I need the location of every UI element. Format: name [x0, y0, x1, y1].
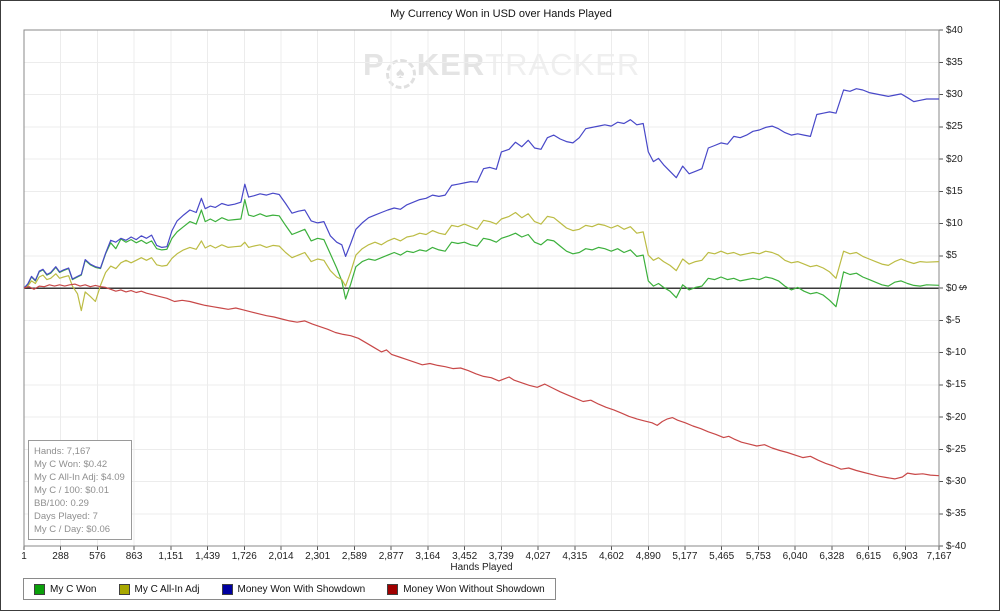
x-tick-label: 1 — [21, 551, 27, 562]
x-tick-label: 2,589 — [341, 551, 367, 562]
legend-label: Money Won Without Showdown — [403, 583, 545, 595]
legend-swatch-icon — [387, 583, 399, 595]
series-line-my-c-all-in-adj — [23, 211, 940, 312]
series-line-my-c-won — [23, 199, 940, 308]
x-tick-label: 4,602 — [598, 551, 624, 562]
x-tick-label: 576 — [89, 551, 106, 562]
y-tick-label: $5 — [946, 250, 958, 262]
x-tick-label: 863 — [125, 551, 143, 562]
y-tick-label: $-40 — [946, 540, 967, 552]
y-tick-label: $-20 — [946, 411, 967, 423]
y-tick-label: $-30 — [946, 476, 967, 487]
x-tick-label: 6,328 — [819, 551, 845, 562]
x-tick-label: 1,439 — [195, 551, 221, 562]
y-tick-label: $40 — [946, 24, 963, 36]
stats-line: Hands: 7,167 — [34, 446, 91, 457]
y-tick-label: $-10 — [946, 347, 967, 358]
x-tick-label: 4,027 — [525, 551, 551, 562]
y-tick-label: $20 — [946, 153, 963, 165]
stats-line: My C All-In Adj: $4.09 — [34, 472, 125, 483]
x-tick-label: 1,726 — [231, 551, 257, 562]
legend-label: My C All-In Adj — [134, 583, 200, 595]
legend-label: My C Won — [50, 583, 97, 595]
x-tick-label: 5,465 — [709, 551, 735, 562]
x-tick-label: 3,452 — [452, 551, 478, 562]
y-tick-label: $25 — [946, 121, 963, 133]
x-tick-label: 288 — [52, 551, 69, 562]
watermark-text-tracker: TRACKER — [485, 47, 641, 82]
legend-item-money-won-with-showdown: Money Won With Showdown — [221, 583, 366, 595]
series-line-money-won-without-showdown — [23, 283, 940, 480]
x-tick-label: 2,877 — [378, 551, 404, 562]
x-tick-label: 2,014 — [268, 551, 294, 562]
stats-line: Days Played: 7 — [34, 511, 98, 522]
y-tick-label: $-15 — [946, 379, 967, 391]
x-tick-label: 1,151 — [158, 551, 184, 562]
x-tick-label: 2,301 — [305, 551, 331, 562]
y-tick-label: $-5 — [946, 314, 961, 326]
legend-item-my-c-all-in-adj: My C All-In Adj — [118, 583, 200, 595]
y-tick-label: $10 — [946, 218, 963, 229]
x-tick-label: 7,167 — [926, 551, 952, 562]
legend-swatch-icon — [118, 583, 130, 595]
chart-title: My Currency Won in USD over Hands Played — [390, 8, 612, 20]
legend-swatch-icon — [221, 583, 233, 595]
x-tick-label: 6,615 — [856, 551, 882, 562]
x-tick-label: 3,164 — [415, 551, 441, 562]
stats-line: My C / Day: $0.06 — [34, 524, 111, 535]
session-stats-box: Hands: 7,167 My C Won: $0.42 My C All-In A… — [28, 440, 132, 540]
x-tick-label: 6,903 — [892, 551, 918, 562]
poker-chip-icon: ♠ — [385, 59, 416, 89]
stats-line: BB/100: 0.29 — [34, 498, 89, 509]
x-axis-title: Hands Played — [450, 562, 513, 573]
y-tick-label: $30 — [946, 89, 963, 100]
legend-item-money-won-without-showdown: Money Won Without Showdown — [387, 583, 545, 595]
y-tick-label: $-25 — [946, 443, 967, 455]
y-tick-label: $35 — [946, 56, 963, 68]
watermark-text-p: P — [363, 47, 385, 82]
legend-label: Money Won With Showdown — [237, 583, 366, 595]
series-line-money-won-with-showdown — [23, 88, 939, 289]
x-tick-label: 6,040 — [782, 551, 808, 562]
y-tick-label: $-35 — [946, 508, 967, 520]
stats-line: My C Won: $0.42 — [34, 459, 108, 470]
legend: My C Won My C All-In Adj Money Won With Sh… — [23, 578, 556, 600]
x-tick-label: 3,739 — [488, 551, 514, 562]
y-tick-label: $15 — [946, 185, 963, 197]
stats-line: My C / 100: $0.01 — [34, 485, 109, 496]
legend-item-my-c-won: My C Won — [34, 583, 97, 595]
y-tick-label: $0 — [946, 282, 958, 294]
x-tick-label: 5,753 — [745, 551, 771, 562]
x-tick-label: 4,890 — [635, 551, 661, 562]
x-tick-label: 4,315 — [562, 551, 588, 562]
legend-swatch-icon — [34, 583, 45, 595]
x-tick-label: 5,177 — [672, 551, 698, 562]
